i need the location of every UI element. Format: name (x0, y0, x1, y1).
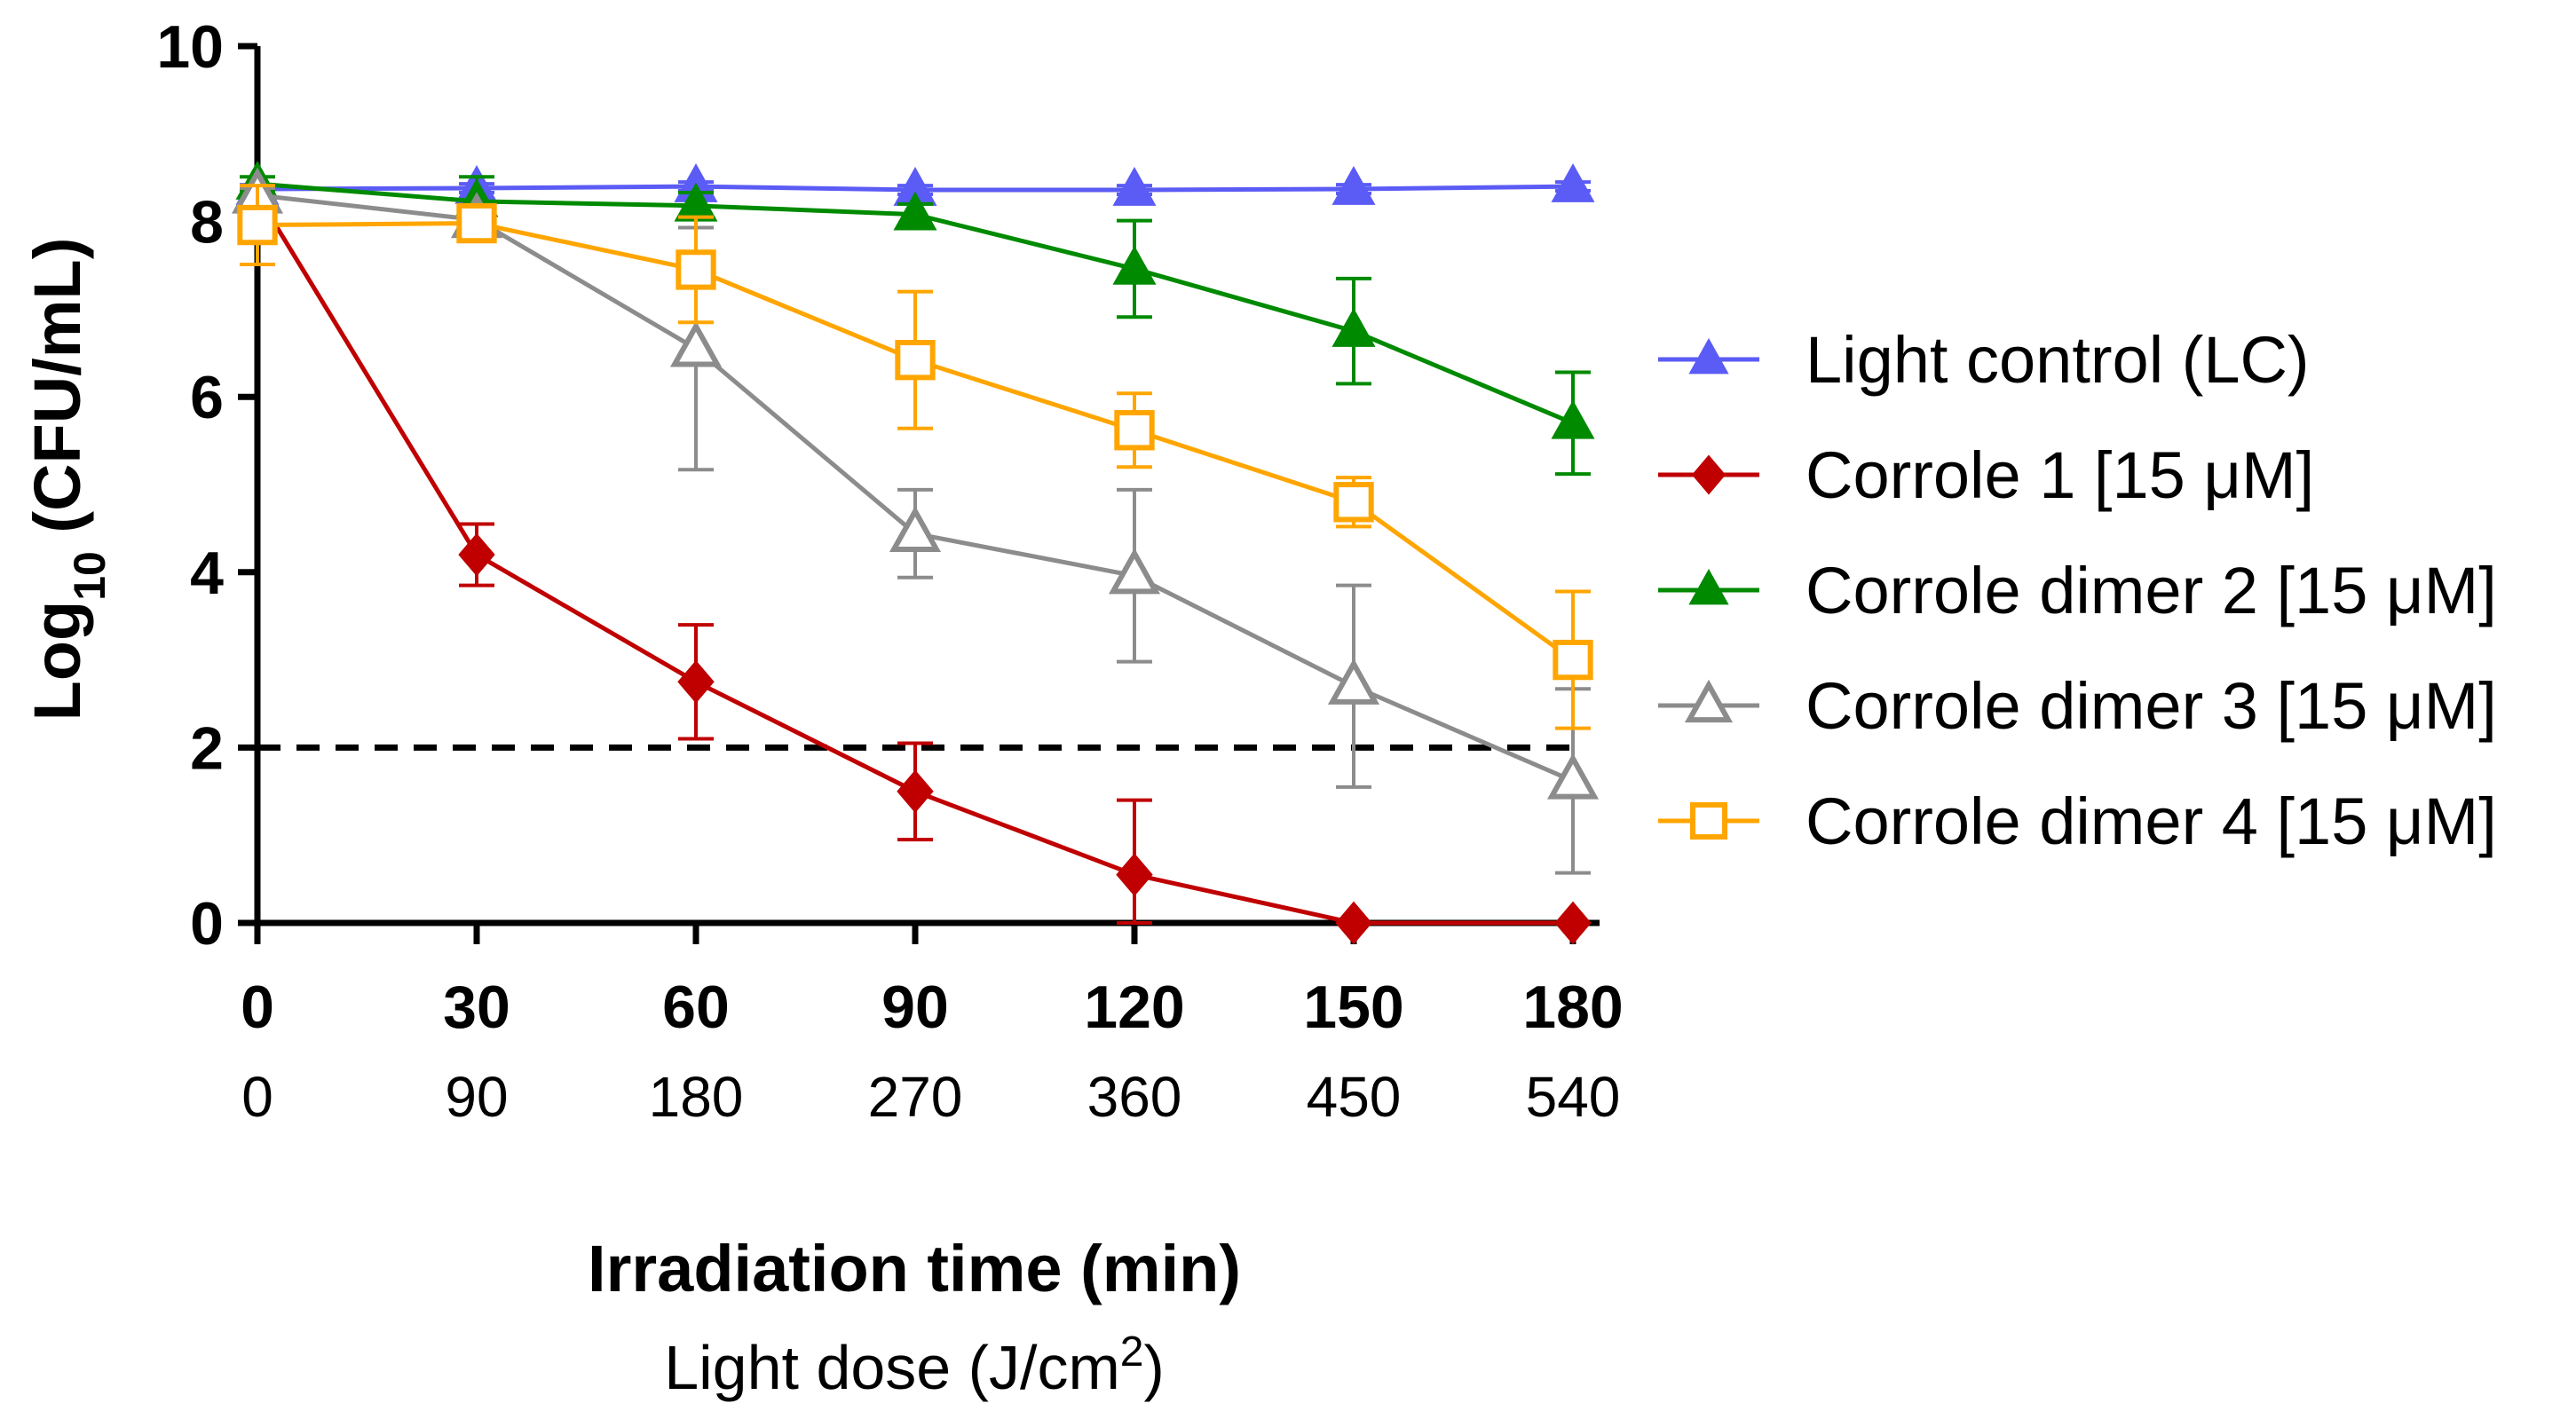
data-point (1546, 753, 1600, 800)
data-point (1554, 901, 1592, 945)
data-point (1331, 308, 1376, 347)
legend-entry-2: Corrole 1 [15 μM] (1658, 438, 2314, 512)
y-axis-title-sub: 10 (65, 551, 115, 601)
legend-label: Corrole dimer 2 [15 μM] (1806, 554, 2497, 627)
y-tick-label: 6 (190, 364, 224, 431)
y-tick-label: 8 (190, 189, 224, 256)
legend-label: Light control (LC) (1806, 323, 2310, 397)
tick-labels: 0246810003090601809027012036015045018054… (156, 13, 1623, 1129)
y-axis-title-rest: (CFU/mL) (20, 238, 94, 552)
legend-entry-1: Light control (LC) (1658, 323, 2310, 397)
x-secondary-tick-label: 540 (1526, 1065, 1621, 1129)
legend-entry-5: Corrole dimer 4 [15 μM] (1658, 784, 2497, 858)
data-point (676, 249, 716, 290)
x-secondary-tick-label: 450 (1307, 1065, 1402, 1129)
data-point (458, 532, 495, 577)
data-point (1551, 399, 1595, 439)
legend-entry-4: Corrole dimer 3 [15 μM] (1658, 669, 2497, 743)
x-secondary-tick-label: 360 (1087, 1065, 1182, 1129)
data-point (1331, 165, 1376, 205)
legend-entry-3: Corrole dimer 2 [15 μM] (1658, 554, 2497, 627)
y-axis-title-main: Log (20, 601, 94, 721)
x-secondary-tick-label: 180 (649, 1065, 744, 1129)
legend-marker (1684, 679, 1734, 723)
data-point (1108, 548, 1161, 595)
data-point (456, 202, 497, 244)
data-point (1335, 901, 1372, 945)
y-tick-label: 0 (190, 890, 224, 958)
legend-marker (1688, 337, 1729, 374)
x-tick-label: 60 (662, 974, 730, 1041)
data-point (669, 320, 723, 367)
x-axis-subtitle-sup: 2 (1120, 1328, 1144, 1376)
x-tick-label: 0 (241, 974, 274, 1041)
data-point (1333, 482, 1374, 523)
y-tick-label: 4 (190, 540, 224, 607)
x-axis-subtitle: Light dose (J/cm2) (664, 1328, 1165, 1403)
legend-label: Corrole dimer 4 [15 μM] (1806, 784, 2497, 858)
x-tick-label: 90 (881, 974, 949, 1041)
data-point (1112, 245, 1157, 285)
legend-marker (1691, 454, 1727, 495)
x-axis-subtitle-main: Light dose (J/cm (664, 1333, 1120, 1402)
y-tick-label: 2 (190, 714, 224, 782)
data-point (677, 659, 715, 704)
y-tick-label: 10 (156, 13, 224, 81)
series-layer (231, 161, 1600, 945)
x-tick-label: 150 (1303, 974, 1403, 1041)
data-point (1112, 166, 1157, 206)
x-axis-title: Irradiation time (min) (588, 1232, 1241, 1305)
legend-marker (1689, 801, 1728, 840)
data-point (1551, 163, 1595, 202)
legend-label: Corrole dimer 3 [15 μM] (1806, 669, 2497, 743)
legend-marker (1688, 568, 1729, 605)
x-tick-label: 120 (1084, 974, 1184, 1041)
y-axis-title: Log10 (CFU/mL) (20, 238, 115, 721)
x-tick-label: 30 (443, 974, 510, 1041)
data-point (895, 340, 936, 381)
series-line (257, 221, 1575, 662)
data-point (889, 505, 942, 552)
data-point (1327, 658, 1380, 705)
data-point (1116, 853, 1153, 897)
legend-label: Corrole 1 [15 μM] (1806, 438, 2314, 512)
x-tick-label: 180 (1522, 974, 1623, 1041)
x-secondary-tick-label: 270 (868, 1065, 963, 1129)
data-point (1114, 410, 1155, 451)
data-point (893, 191, 937, 231)
x-axis-subtitle-end: ) (1143, 1333, 1164, 1402)
series-5 (237, 184, 1593, 730)
data-point (237, 204, 278, 246)
x-secondary-tick-label: 0 (241, 1065, 273, 1129)
x-secondary-tick-label: 90 (445, 1065, 508, 1129)
data-point (1553, 639, 1593, 681)
legend: Light control (LC) Corrole 1 [15 μM] Corro… (1658, 323, 2497, 858)
data-point (897, 769, 934, 814)
